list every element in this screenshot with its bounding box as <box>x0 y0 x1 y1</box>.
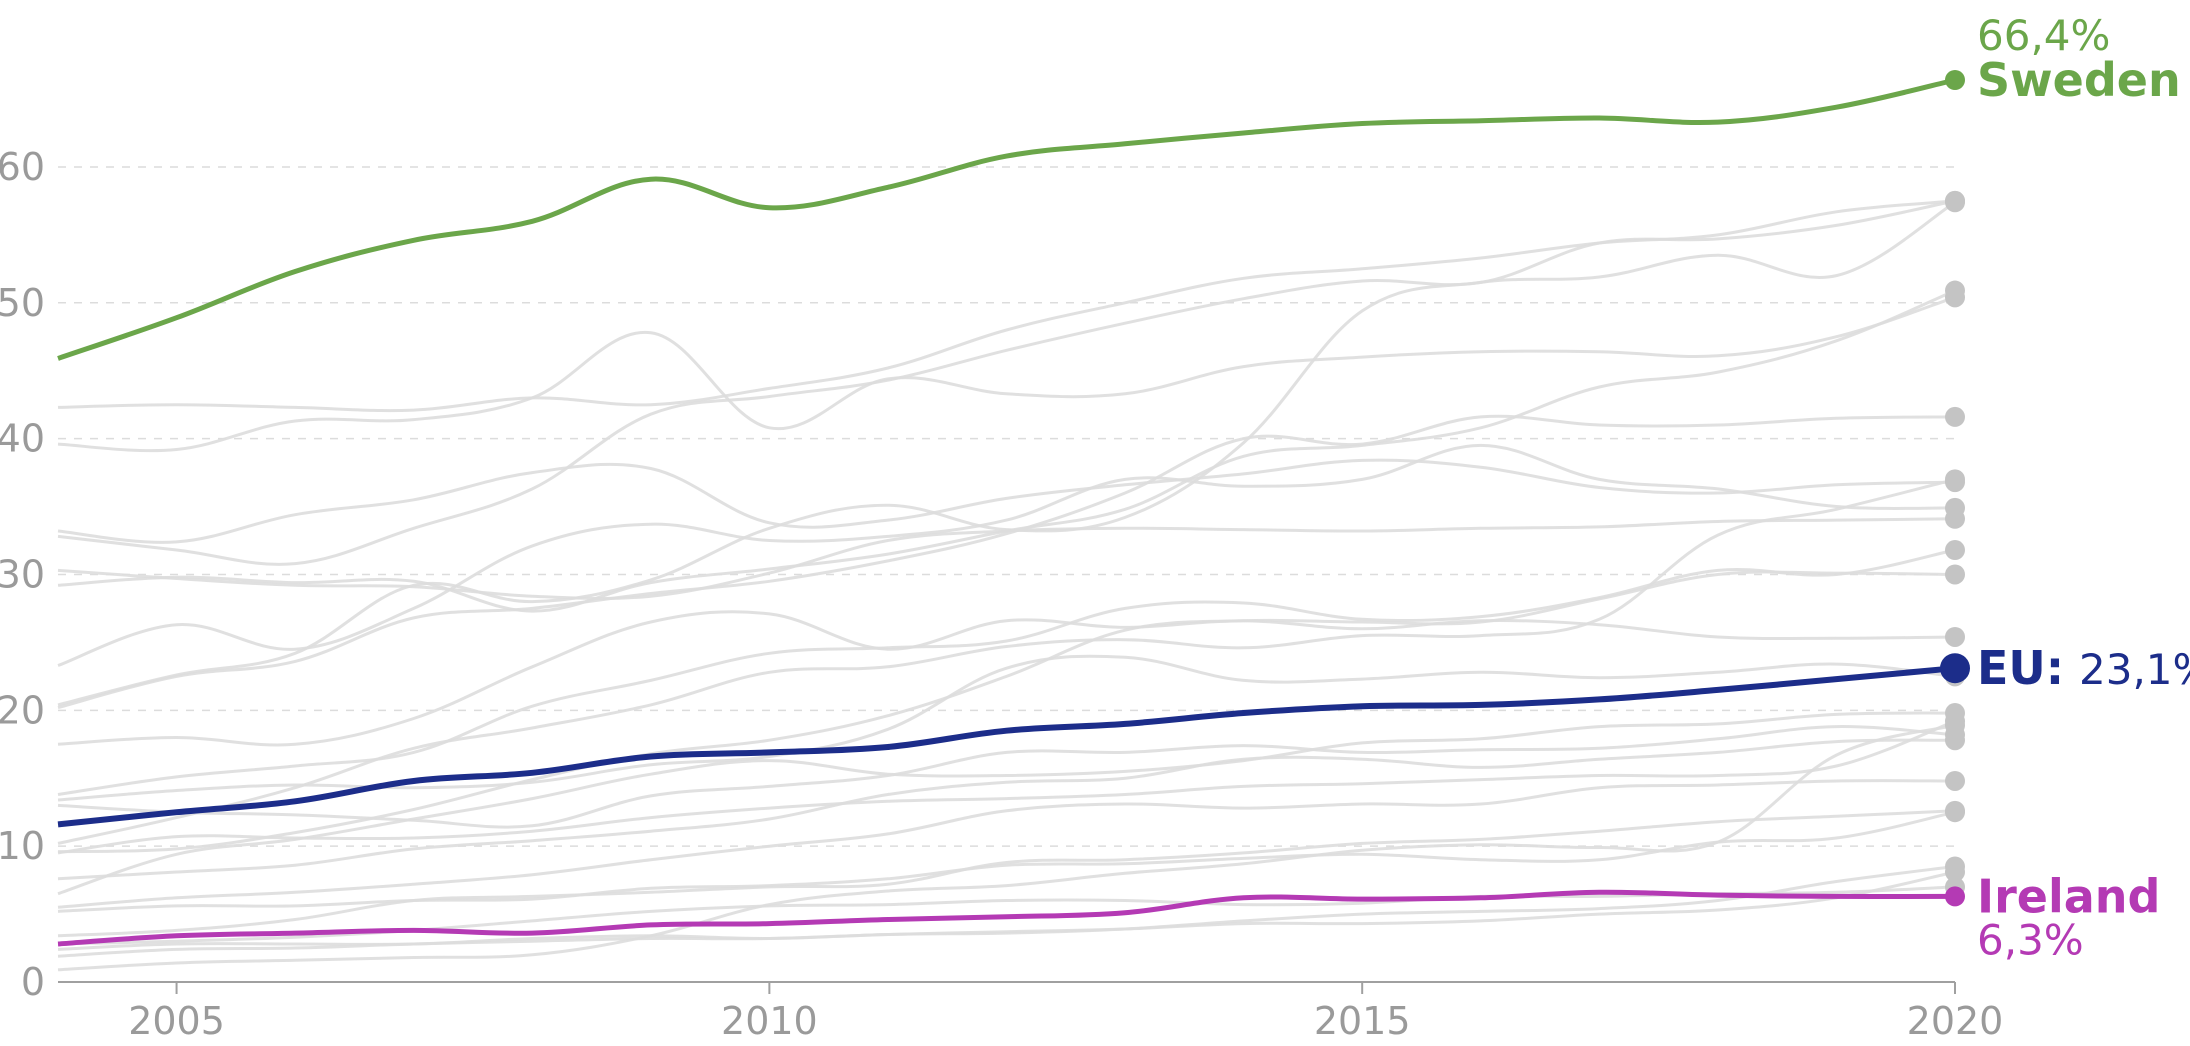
background-series-line-1 <box>57 295 1956 453</box>
x-tick-label: 2020 <box>1907 999 2004 1043</box>
sweden-series-label: Sweden <box>1977 53 2181 107</box>
background-series-end-dot-22 <box>1945 800 1965 821</box>
background-series-end-dot-10 <box>1945 626 1965 647</box>
background-series-end-dot-16 <box>1945 564 1965 585</box>
background-series-line-10 <box>57 610 1956 747</box>
background-series-line-3 <box>57 289 1956 613</box>
eu-series-label: EU: <box>1977 641 2064 695</box>
background-series-line-20 <box>57 810 1956 913</box>
y-axis-ticks: 0 10 20 30 40 50 60 <box>0 145 45 1004</box>
background-series-line-14 <box>57 711 1956 896</box>
background-series-end-dot-9 <box>1945 406 1965 427</box>
grid-lines <box>58 166 1955 847</box>
y-tick-label: 20 <box>0 688 45 732</box>
y-tick-label: 40 <box>0 417 45 461</box>
y-tick-label: 30 <box>0 552 45 596</box>
background-series-end-dot-11 <box>1945 540 1965 561</box>
background-series-end-dot-8 <box>1945 497 1965 518</box>
eu-end-dot <box>1940 653 1970 684</box>
background-series-line-16 <box>57 570 1956 854</box>
sweden-end-dot <box>1945 70 1965 90</box>
background-series-end-dot-5 <box>1945 190 1965 211</box>
x-tick-label: 2010 <box>721 999 818 1043</box>
background-series-line-7 <box>57 517 1956 600</box>
sweden-series-line <box>57 77 1956 361</box>
ireland-value-label: 6,3% <box>1977 915 2084 964</box>
background-series-line-11 <box>57 548 1956 796</box>
background-series-end-dot-3 <box>1945 280 1965 301</box>
ireland-series-label: Ireland <box>1977 869 2160 923</box>
background-series-line-25 <box>57 870 1956 958</box>
y-tick-label: 0 <box>21 960 45 1004</box>
background-series-line-24 <box>57 865 1956 951</box>
background-series-end-dot-12 <box>1945 469 1965 490</box>
background-series-end-dot-18 <box>1945 770 1965 791</box>
y-tick-label: 50 <box>0 281 45 325</box>
background-series-lines <box>57 199 1956 972</box>
background-series-line-18 <box>57 779 1956 909</box>
y-tick-label: 10 <box>0 824 45 868</box>
background-series-line-8 <box>57 443 1956 667</box>
background-series-end-dots <box>1945 190 1965 897</box>
ireland-end-dot <box>1945 886 1965 907</box>
x-axis: 2005 2010 2015 2020 <box>58 981 2004 1043</box>
background-series-line-22 <box>57 809 1956 938</box>
background-series-line-4 <box>57 201 1956 707</box>
background-series-end-dot-21 <box>1945 715 1965 736</box>
background-series-line-17 <box>57 738 1956 881</box>
eu-series-line <box>57 665 1956 828</box>
background-series-line-6 <box>57 458 1956 544</box>
background-series-line-9 <box>57 414 1956 710</box>
ireland-series-line <box>57 889 1956 947</box>
highlight-series-lines <box>57 70 1970 947</box>
y-tick-label: 60 <box>0 145 45 189</box>
sweden-value-label: 66,4% <box>1977 11 2110 60</box>
background-series-line-5 <box>57 199 1956 566</box>
eu-value-label: 23,1% <box>2079 645 2190 694</box>
background-series-line-15 <box>57 719 1956 855</box>
background-series-line-12 <box>57 477 1956 845</box>
x-tick-label: 2015 <box>1314 999 1411 1043</box>
background-series-line-19 <box>57 725 1956 829</box>
background-series-line-21 <box>57 723 1956 972</box>
x-tick-label: 2005 <box>128 999 225 1043</box>
background-series-end-dot-25 <box>1945 861 1965 882</box>
